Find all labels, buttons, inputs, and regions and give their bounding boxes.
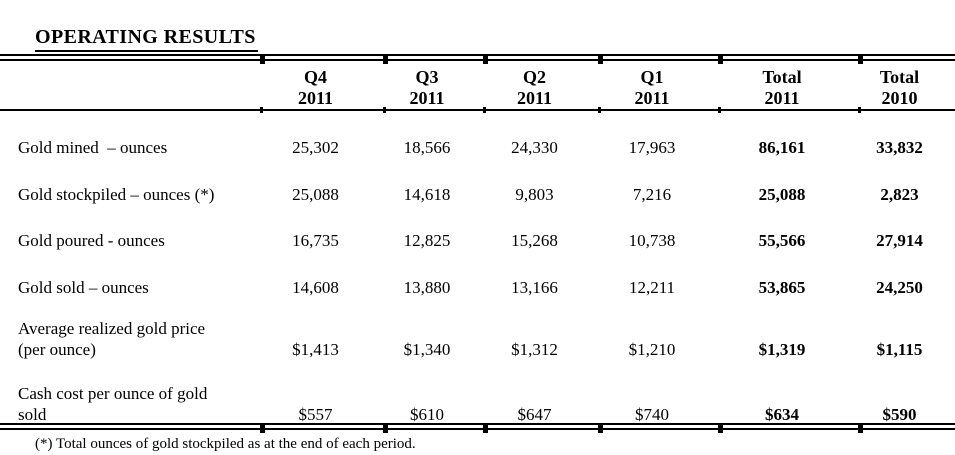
cell-q3-2011: 13,880 — [403, 278, 451, 297]
column-tick — [598, 107, 601, 113]
cell-q4-2011: $557 — [298, 405, 333, 424]
column-tick — [598, 55, 603, 64]
header-year: 2011 — [634, 88, 670, 108]
cell-total-2010: 27,914 — [876, 231, 923, 250]
cell-q2-2011: $647 — [517, 405, 552, 424]
column-tick — [483, 424, 488, 433]
header-year: 2011 — [297, 88, 333, 108]
cell-q3-2011: $610 — [410, 405, 444, 424]
header-total-2011: Total 2011 — [720, 61, 860, 112]
column-tick — [260, 424, 265, 433]
cell-total-2011: $634 — [765, 405, 799, 424]
header-year: 2011 — [516, 88, 552, 108]
header-period: Total — [762, 67, 802, 87]
table-body: Gold mined – ounces 25,302 18,566 24,330 17,… — [0, 112, 955, 426]
cell-total-2010: $590 — [882, 405, 917, 424]
row-label: Gold poured - ounces — [18, 231, 165, 250]
column-tick — [718, 424, 723, 433]
cell-q2-2011: 9,803 — [515, 185, 554, 204]
cell-q2-2011: 15,268 — [511, 231, 558, 250]
column-tick — [718, 107, 721, 113]
table-row: Gold stockpiled – ounces (*) 25,088 14,618… — [0, 159, 955, 206]
cell-q2-2011: 13,166 — [511, 278, 558, 297]
cell-total-2011: $1,319 — [758, 340, 806, 359]
header-q2-2011: Q2 2011 — [485, 61, 600, 112]
row-label: Average realized gold price (per ounce) — [18, 319, 206, 359]
table-row: Cash cost per ounce of gold sold $557 $610 $… — [0, 361, 955, 426]
cell-total-2010: $1,115 — [876, 340, 923, 359]
header-period: Q2 — [522, 67, 546, 87]
row-label: Gold mined – ounces — [18, 138, 168, 157]
column-tick — [858, 424, 863, 433]
table-bottom-rule — [0, 423, 955, 433]
table-top-rule — [0, 54, 955, 64]
column-tick — [718, 55, 723, 64]
header-period: Total — [879, 67, 920, 87]
header-empty-cell — [0, 61, 262, 112]
cell-q4-2011: 16,735 — [292, 231, 339, 250]
cell-q1-2011: 12,211 — [628, 278, 676, 297]
cell-q4-2011: 14,608 — [292, 278, 339, 297]
header-q4-2011: Q4 2011 — [262, 61, 385, 112]
table-row: Gold sold – ounces 14,608 13,880 13,166 12,2… — [0, 252, 955, 299]
header-q1-2011: Q1 2011 — [600, 61, 720, 112]
column-tick — [483, 107, 486, 113]
row-label: Gold stockpiled – ounces (*) — [18, 185, 215, 204]
cell-total-2011: 86,161 — [758, 138, 806, 157]
table-row: Gold mined – ounces 25,302 18,566 24,330 17,… — [0, 112, 955, 159]
cell-q4-2011: 25,088 — [292, 185, 339, 204]
column-tick — [483, 55, 488, 64]
cell-q4-2011: $1,413 — [292, 340, 339, 359]
cell-q2-2011: 24,330 — [511, 138, 558, 157]
cell-total-2010: 33,832 — [876, 138, 923, 157]
table-row: Average realized gold price (per ounce) $1… — [0, 299, 955, 361]
cell-total-2010: 24,250 — [876, 278, 923, 297]
column-tick — [260, 107, 263, 113]
header-separator-rule — [0, 107, 955, 113]
row-label: Cash cost per ounce of gold sold — [18, 384, 208, 424]
cell-q2-2011: $1,312 — [511, 340, 558, 359]
cell-total-2010: 2,823 — [880, 185, 919, 204]
cell-q4-2011: 25,302 — [292, 138, 339, 157]
header-q3-2011: Q3 2011 — [385, 61, 485, 112]
column-tick — [858, 107, 861, 113]
header-total-2010: Total 2010 — [860, 61, 955, 112]
cell-q1-2011: $1,210 — [628, 340, 676, 359]
header-year: 2011 — [764, 88, 800, 108]
header-period: Q4 — [303, 67, 327, 87]
cell-q1-2011: 10,738 — [628, 231, 676, 250]
cell-total-2011: 55,566 — [758, 231, 806, 250]
column-tick — [260, 55, 265, 64]
column-tick — [383, 55, 388, 64]
cell-q1-2011: 17,963 — [628, 138, 676, 157]
cell-q3-2011: 12,825 — [403, 231, 451, 250]
column-tick — [383, 107, 386, 113]
header-year: 2011 — [409, 88, 445, 108]
cell-q1-2011: 7,216 — [632, 185, 672, 204]
header-period: Q3 — [415, 67, 439, 87]
header-period: Q1 — [640, 67, 664, 87]
table-row: Gold poured - ounces 16,735 12,825 15,268 10… — [0, 206, 955, 252]
cell-total-2011: 25,088 — [758, 185, 806, 204]
operating-results-table: Q4 2011 Q3 2011 Q2 2011 Q1 2011 Total — [0, 61, 955, 426]
header-row: Q4 2011 Q3 2011 Q2 2011 Q1 2011 Total — [0, 61, 955, 112]
page-title: OPERATING RESULTS — [35, 26, 258, 52]
cell-q1-2011: $740 — [635, 405, 669, 424]
header-year: 2010 — [881, 88, 918, 108]
column-tick — [383, 424, 388, 433]
cell-q3-2011: $1,340 — [403, 340, 451, 359]
footnote: (*) Total ounces of gold stockpiled as a… — [35, 436, 416, 452]
cell-total-2011: 53,865 — [758, 278, 806, 297]
row-label: Gold sold – ounces — [18, 278, 149, 297]
column-tick — [598, 424, 603, 433]
column-tick — [858, 55, 863, 64]
cell-q3-2011: 14,618 — [403, 185, 451, 204]
cell-q3-2011: 18,566 — [403, 138, 451, 157]
